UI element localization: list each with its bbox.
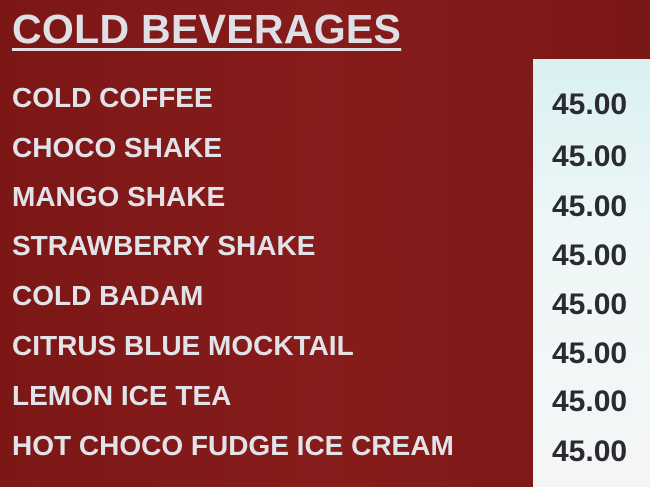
- menu-item-name: LEMON ICE TEA: [12, 380, 232, 411]
- menu-item-name: MANGO SHAKE: [12, 181, 226, 212]
- menu-item-price: 45.00: [552, 239, 628, 272]
- menu-item-name: COLD COFFEE: [12, 82, 213, 113]
- menu-item-price: 45.00: [552, 337, 628, 370]
- menu-item-name: HOT CHOCO FUDGE ICE CREAM: [12, 430, 454, 461]
- menu-item-name: STRAWBERRY SHAKE: [12, 230, 316, 261]
- menu-item-price: 45.00: [552, 88, 628, 121]
- menu-item-price: 45.00: [552, 288, 628, 321]
- menu-title: COLD BEVERAGES: [12, 6, 402, 52]
- menu-item-name: COLD BADAM: [12, 280, 204, 311]
- menu-item-price: 45.00: [552, 385, 628, 418]
- price-panel: [533, 59, 650, 487]
- menu-item-name: CITRUS BLUE MOCKTAIL: [12, 330, 354, 361]
- menu-item-name: CHOCO SHAKE: [12, 132, 223, 163]
- menu-item-price: 45.00: [552, 140, 628, 173]
- menu-item-price: 45.00: [552, 190, 628, 223]
- menu-item-price: 45.00: [552, 435, 628, 468]
